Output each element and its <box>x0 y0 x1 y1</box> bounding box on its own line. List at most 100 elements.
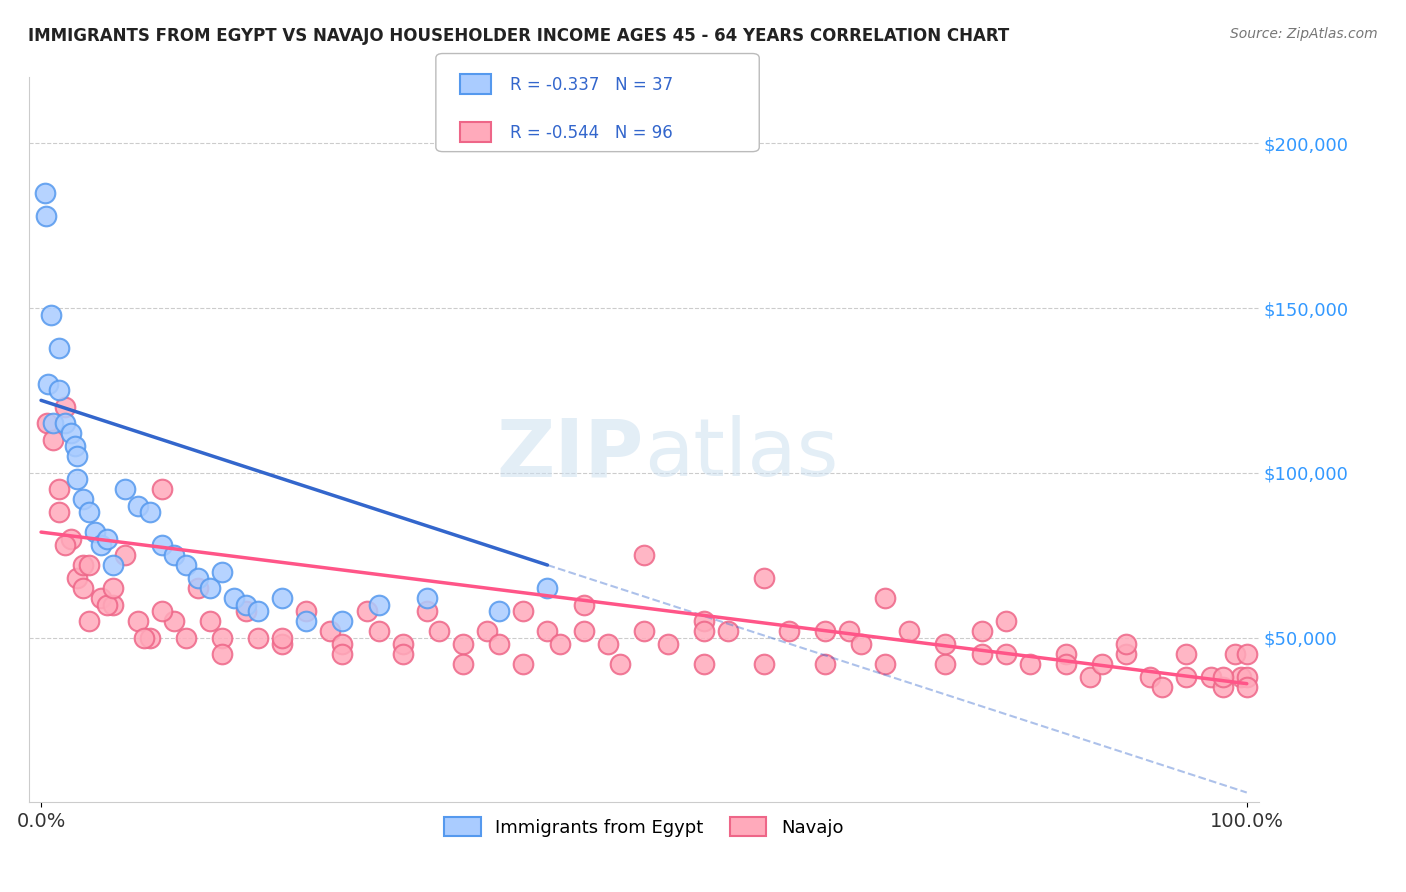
Point <box>427 624 450 638</box>
Point <box>451 657 474 671</box>
Point <box>90 591 112 605</box>
Point <box>72 581 94 595</box>
Point <box>1054 647 1077 661</box>
Point <box>211 565 233 579</box>
Point <box>66 571 89 585</box>
Point <box>1091 657 1114 671</box>
Point <box>34 186 56 200</box>
Point <box>332 647 354 661</box>
Point <box>1139 670 1161 684</box>
Point <box>48 341 70 355</box>
Point <box>778 624 800 638</box>
Point <box>633 548 655 562</box>
Point <box>114 483 136 497</box>
Point <box>838 624 860 638</box>
Point <box>488 637 510 651</box>
Point <box>1175 670 1198 684</box>
Point <box>693 614 716 628</box>
Point <box>150 483 173 497</box>
Point <box>53 538 76 552</box>
Point <box>72 558 94 572</box>
Point <box>609 657 631 671</box>
Point <box>970 624 993 638</box>
Point <box>754 571 776 585</box>
Point <box>512 657 534 671</box>
Point <box>416 604 439 618</box>
Point <box>693 657 716 671</box>
Point <box>163 614 186 628</box>
Point <box>717 624 740 638</box>
Point <box>247 604 270 618</box>
Point <box>103 581 125 595</box>
Point <box>127 499 149 513</box>
Point <box>138 631 160 645</box>
Text: IMMIGRANTS FROM EGYPT VS NAVAJO HOUSEHOLDER INCOME AGES 45 - 64 YEARS CORRELATIO: IMMIGRANTS FROM EGYPT VS NAVAJO HOUSEHOL… <box>28 27 1010 45</box>
Point <box>37 376 59 391</box>
Point <box>66 450 89 464</box>
Point <box>235 604 257 618</box>
Point <box>211 631 233 645</box>
Point <box>247 631 270 645</box>
Point <box>633 624 655 638</box>
Point <box>63 439 86 453</box>
Point <box>198 614 221 628</box>
Text: R = -0.544   N = 96: R = -0.544 N = 96 <box>510 124 673 142</box>
Point <box>79 614 101 628</box>
Point <box>48 505 70 519</box>
Point <box>416 591 439 605</box>
Point <box>90 538 112 552</box>
Point <box>295 604 318 618</box>
Point <box>994 614 1017 628</box>
Text: ZIP: ZIP <box>496 416 644 493</box>
Point <box>1199 670 1222 684</box>
Point <box>572 624 595 638</box>
Point <box>475 624 498 638</box>
Point <box>132 631 155 645</box>
Point <box>39 308 62 322</box>
Point <box>235 598 257 612</box>
Point <box>138 505 160 519</box>
Point <box>367 624 389 638</box>
Point <box>48 483 70 497</box>
Point <box>35 209 58 223</box>
Point <box>79 558 101 572</box>
Point <box>754 657 776 671</box>
Point <box>1018 657 1040 671</box>
Point <box>873 591 896 605</box>
Point <box>187 571 209 585</box>
Point <box>198 581 221 595</box>
Point <box>488 604 510 618</box>
Point <box>536 624 558 638</box>
Point <box>60 426 83 441</box>
Point <box>1212 680 1234 694</box>
Point <box>42 433 65 447</box>
Point <box>319 624 342 638</box>
Point <box>271 591 294 605</box>
Point <box>114 548 136 562</box>
Point <box>1236 680 1258 694</box>
Point <box>35 417 58 431</box>
Point <box>84 525 107 540</box>
Point <box>814 624 837 638</box>
Point <box>53 417 76 431</box>
Point <box>1212 670 1234 684</box>
Point <box>332 637 354 651</box>
Point <box>994 647 1017 661</box>
Point <box>548 637 571 651</box>
Point <box>332 614 354 628</box>
Point <box>934 637 956 651</box>
Point <box>163 548 186 562</box>
Point <box>693 624 716 638</box>
Point <box>103 558 125 572</box>
Point <box>211 647 233 661</box>
Point <box>79 505 101 519</box>
Point <box>657 637 679 651</box>
Point <box>72 492 94 507</box>
Point <box>536 581 558 595</box>
Point <box>1175 647 1198 661</box>
Point <box>48 384 70 398</box>
Point <box>391 637 413 651</box>
Point <box>271 637 294 651</box>
Point <box>96 532 118 546</box>
Point <box>150 538 173 552</box>
